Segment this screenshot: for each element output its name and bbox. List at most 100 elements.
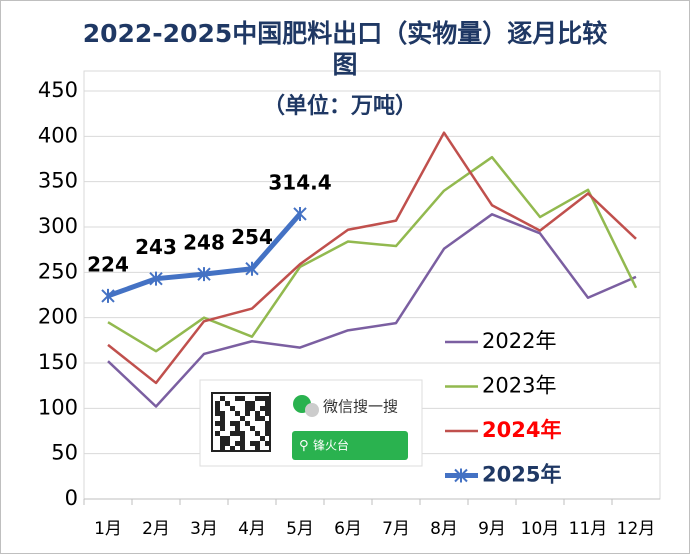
watermark: 微信搜一搜 ⚲ 锋火台 [199, 379, 423, 467]
qr-cell [235, 431, 240, 436]
qr-cell [240, 396, 245, 401]
y-tick-label: 50 [51, 441, 78, 465]
legend-label: 2023年 [482, 374, 556, 398]
y-tick-label: 250 [38, 259, 78, 283]
x-tick-label: 4月 [238, 519, 266, 539]
qr-cell [215, 421, 220, 426]
qr-cell [260, 416, 265, 421]
qr-cell [230, 431, 235, 436]
marker [245, 261, 259, 276]
qr-cell [240, 431, 245, 436]
qr-cell [260, 396, 265, 401]
legend-label: 2024年 [482, 418, 561, 442]
chart-title: 2022-2025中国肥料出口（实物量）逐月比较图 [82, 19, 608, 79]
x-tick-label: 11月 [569, 519, 608, 539]
search-text: 锋火台 [313, 438, 349, 453]
qr-cell [220, 396, 225, 401]
qr-cell [250, 441, 255, 446]
y-tick-label: 150 [38, 350, 78, 374]
qr-cell [255, 416, 260, 421]
qr-cell [220, 421, 225, 426]
qr-cell [260, 436, 265, 441]
marker [149, 271, 163, 286]
chart-subtitle: （单位：万吨） [262, 94, 417, 119]
qr-cell [215, 401, 220, 406]
qr-cell [265, 401, 270, 406]
qr-cell [240, 416, 245, 421]
y-tick-label: 300 [38, 214, 78, 238]
marker [293, 206, 307, 221]
qr-cell [230, 421, 235, 426]
qr-cell [235, 421, 240, 426]
qr-cell [265, 421, 270, 426]
qr-cell [220, 441, 225, 446]
qr-cell [250, 401, 255, 406]
legend-label: 2025年 [482, 463, 561, 487]
watermark-label: 微信搜一搜 [323, 398, 398, 416]
data-label: 224 [87, 252, 129, 276]
y-tick-label: 350 [38, 169, 78, 193]
qr-cell [240, 436, 245, 441]
x-tick-label: 8月 [430, 519, 458, 539]
x-tick-label: 7月 [382, 519, 410, 539]
qr-cell [255, 446, 260, 451]
qr-cell [215, 411, 220, 416]
qr-cell [215, 431, 220, 436]
marker [197, 267, 211, 282]
qr-cell [265, 431, 270, 436]
x-tick-label: 12月 [617, 519, 656, 539]
search-box [292, 431, 408, 460]
series-line [107, 131, 637, 385]
qr-cell [250, 426, 255, 431]
qr-cell [235, 441, 240, 446]
x-tick-label: 5月 [286, 519, 314, 539]
qr-cell [220, 426, 225, 431]
wechat-icon [305, 403, 319, 417]
x-tick-label: 10月 [521, 519, 560, 539]
qr-cell [220, 446, 225, 451]
qr-cell [220, 411, 225, 416]
qr-cell [245, 411, 250, 416]
x-tick-label: 3月 [190, 519, 218, 539]
qr-cell [225, 436, 230, 441]
qr-cell [255, 441, 260, 446]
qr-cell [265, 396, 270, 401]
y-tick-label: 100 [38, 395, 78, 419]
qr-cell [260, 406, 265, 411]
x-tick-label: 9月 [478, 519, 506, 539]
qr-cell [265, 441, 270, 446]
qr-cell [220, 416, 225, 421]
qr-cell [235, 411, 240, 416]
qr-cell [235, 426, 240, 431]
series-line [107, 213, 637, 408]
qr-cell [255, 411, 260, 416]
marker [101, 288, 115, 303]
qr-cell [250, 406, 255, 411]
y-tick-label: 200 [38, 305, 78, 329]
qr-cell [225, 441, 230, 446]
y-tick-label: 400 [38, 123, 78, 147]
data-label: 254 [231, 225, 273, 249]
search-icon: ⚲ [299, 439, 309, 454]
qr-cell [225, 401, 230, 406]
qr-cell [255, 396, 260, 401]
qr-cell [240, 441, 245, 446]
legend-marker [454, 468, 468, 483]
y-tick-label: 0 [65, 486, 78, 510]
qr-cell [215, 406, 220, 411]
series-line [107, 155, 638, 353]
y-tick-label: 450 [38, 78, 78, 102]
qr-cell [265, 411, 270, 416]
qr-cell [230, 446, 235, 451]
qr-cell [240, 446, 245, 451]
data-label: 243 [135, 235, 177, 259]
x-tick-label: 1月 [94, 519, 122, 539]
qr-cell [220, 436, 225, 441]
qr-cell [230, 406, 235, 411]
qr-cell [245, 421, 250, 426]
x-tick-label: 2月 [142, 519, 170, 539]
qr-cell [245, 406, 250, 411]
data-label: 248 [183, 231, 225, 255]
